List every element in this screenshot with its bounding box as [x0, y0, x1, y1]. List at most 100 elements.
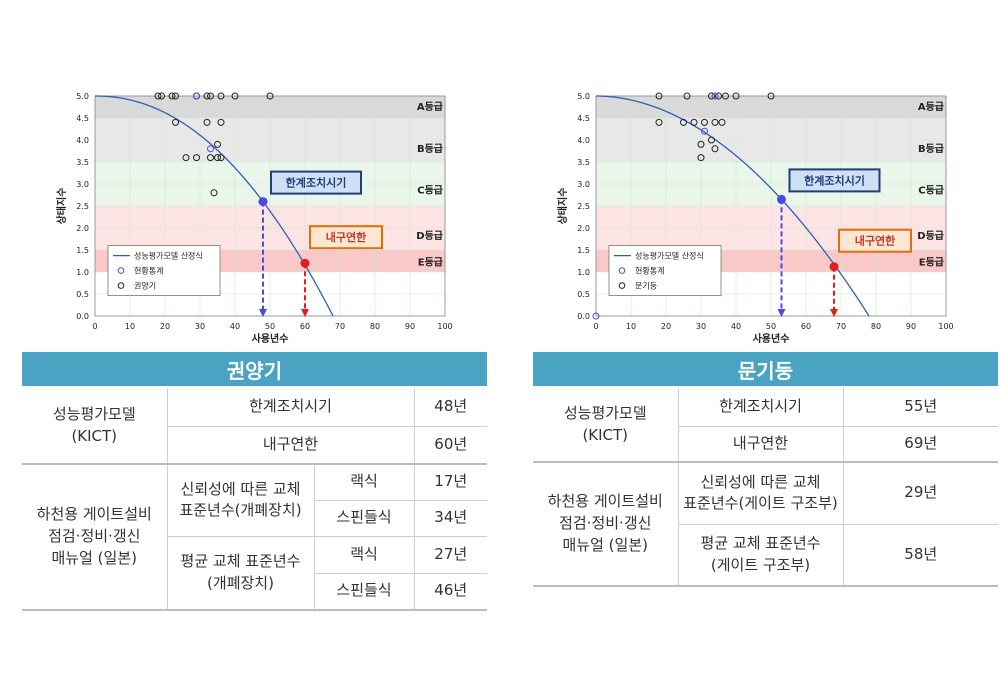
limit-label-box	[270, 170, 362, 195]
x-tick-8: 80	[370, 322, 380, 331]
left-type-rack-1: 랙식	[313, 464, 414, 501]
stats-point-2	[711, 92, 719, 100]
x-tick-0: 0	[92, 322, 97, 331]
observed-point-10	[701, 118, 708, 126]
grade-label-2: B등급	[918, 143, 944, 155]
observed-point-1	[683, 92, 691, 100]
grade-label-2: B등급	[417, 143, 443, 155]
observed-point-10	[172, 118, 179, 126]
right-average-label: 평균 교체 표준년수 (게이트 구조부)	[677, 524, 843, 587]
y-axis-label: 상태지수	[55, 188, 68, 225]
observed-point-8	[680, 118, 687, 126]
x-tick-4: 40	[731, 322, 741, 331]
observed-point-2	[168, 92, 176, 100]
annotation-point-0	[258, 197, 268, 207]
y-tick-4: 2.0	[76, 224, 89, 233]
observed-point-19	[210, 189, 218, 197]
observed-point-5	[203, 92, 211, 100]
legend-observed-swatch	[618, 282, 626, 289]
y-tick-3: 1.5	[76, 246, 89, 255]
observed-point-0	[655, 92, 663, 100]
y-tick-2: 1.0	[577, 268, 590, 277]
x-tick-2: 20	[661, 322, 671, 331]
y-tick-8: 4.0	[76, 136, 89, 145]
observed-point-7	[217, 92, 225, 100]
observed-point-13	[182, 154, 190, 162]
y-tick-1: 0.5	[76, 290, 89, 299]
annotation-arrow-1	[301, 309, 309, 317]
observed-point-0	[154, 92, 162, 100]
right-limit-label: 한계조치시기	[677, 388, 843, 427]
annotation-arrow-1	[830, 309, 838, 317]
stats-point-0	[592, 312, 600, 320]
observed-point-2	[708, 92, 715, 100]
observed-point-13	[697, 140, 705, 148]
y-tick-1: 0.5	[577, 290, 590, 299]
y-tick-3: 1.5	[577, 246, 590, 255]
observed-point-3	[172, 92, 179, 100]
x-tick-5: 50	[766, 322, 776, 331]
annotation-arrow-0	[259, 309, 267, 317]
left-manual-label: 하천용 게이트설비 점검·정비·갱신 매뉴얼 (일본)	[22, 464, 167, 611]
observed-point-6	[207, 92, 214, 100]
observed-point-12	[217, 118, 225, 126]
right-spec-table: 성능평가모델 (KICT) 한계조치시기 55년 내구연한 69년 하천용 게이…	[533, 388, 998, 587]
legend-stats-swatch	[618, 267, 626, 274]
observed-point-9	[690, 118, 698, 126]
observed-point-6	[767, 92, 775, 100]
grade-label-3: C등급	[918, 185, 944, 197]
life-label-text: 내구연한	[855, 234, 895, 248]
left-limit-value: 48년	[413, 388, 487, 427]
x-tick-9: 90	[906, 322, 916, 331]
observed-point-16	[697, 154, 705, 162]
plot-frame	[94, 95, 446, 317]
x-tick-1: 10	[626, 322, 636, 331]
left-value-rack-1: 17년	[413, 464, 487, 501]
left-limit-label: 한계조치시기	[166, 388, 414, 427]
y-tick-0: 0.0	[577, 312, 590, 321]
right-reliability-label: 신뢰성에 따른 교체 표준년수(게이트 구조부)	[677, 462, 843, 525]
observed-point-17	[217, 154, 225, 162]
limit-label-text: 한계조치시기	[804, 173, 865, 187]
observed-point-4	[722, 92, 729, 100]
left-type-rack-2: 랙식	[313, 536, 414, 574]
life-label-box	[309, 225, 383, 250]
right-limit-value: 55년	[842, 388, 998, 427]
y-tick-10: 5.0	[577, 92, 590, 101]
x-tick-8: 80	[871, 322, 881, 331]
x-tick-6: 60	[801, 322, 811, 331]
x-tick-7: 70	[335, 322, 345, 331]
y-tick-4: 2.0	[577, 224, 590, 233]
legend-observed-swatch	[117, 282, 125, 289]
right-reliability-value: 29년	[842, 462, 998, 525]
left-life-value: 60년	[413, 426, 487, 465]
legend-stats-text: 현황통계	[635, 266, 664, 276]
y-tick-6: 3.0	[76, 180, 89, 189]
grade-label-1: A등급	[918, 101, 944, 113]
grade-label-5: E등급	[919, 256, 944, 268]
x-tick-5: 50	[265, 322, 275, 331]
x-tick-3: 30	[696, 322, 706, 331]
x-axis-label: 사용년수	[252, 332, 289, 345]
observed-point-1	[158, 92, 165, 100]
y-tick-10: 5.0	[76, 92, 89, 101]
left-reliability-label: 신뢰성에 따른 교체 표준년수(개폐장치)	[166, 464, 314, 537]
legend-model-text: 성능평가모델 산정식	[635, 251, 704, 261]
life-label-box	[838, 228, 912, 253]
y-tick-5: 2.5	[76, 202, 89, 211]
x-tick-7: 70	[836, 322, 846, 331]
observed-point-12	[718, 118, 726, 126]
limit-label-box	[788, 168, 881, 193]
x-tick-4: 40	[230, 322, 240, 331]
legend-box	[107, 245, 221, 297]
y-tick-7: 3.5	[577, 158, 590, 167]
right-average-value: 58년	[842, 524, 998, 587]
observed-point-18	[214, 140, 221, 148]
y-tick-9: 4.5	[76, 114, 89, 123]
legend-stats-text: 현황통계	[134, 266, 163, 276]
grade-label-5: E등급	[418, 256, 443, 268]
stats-point-0	[193, 92, 200, 100]
model-curve	[596, 95, 870, 317]
grade-label-4: D등급	[416, 230, 443, 242]
legend-observed-text: 권양기	[134, 281, 156, 291]
